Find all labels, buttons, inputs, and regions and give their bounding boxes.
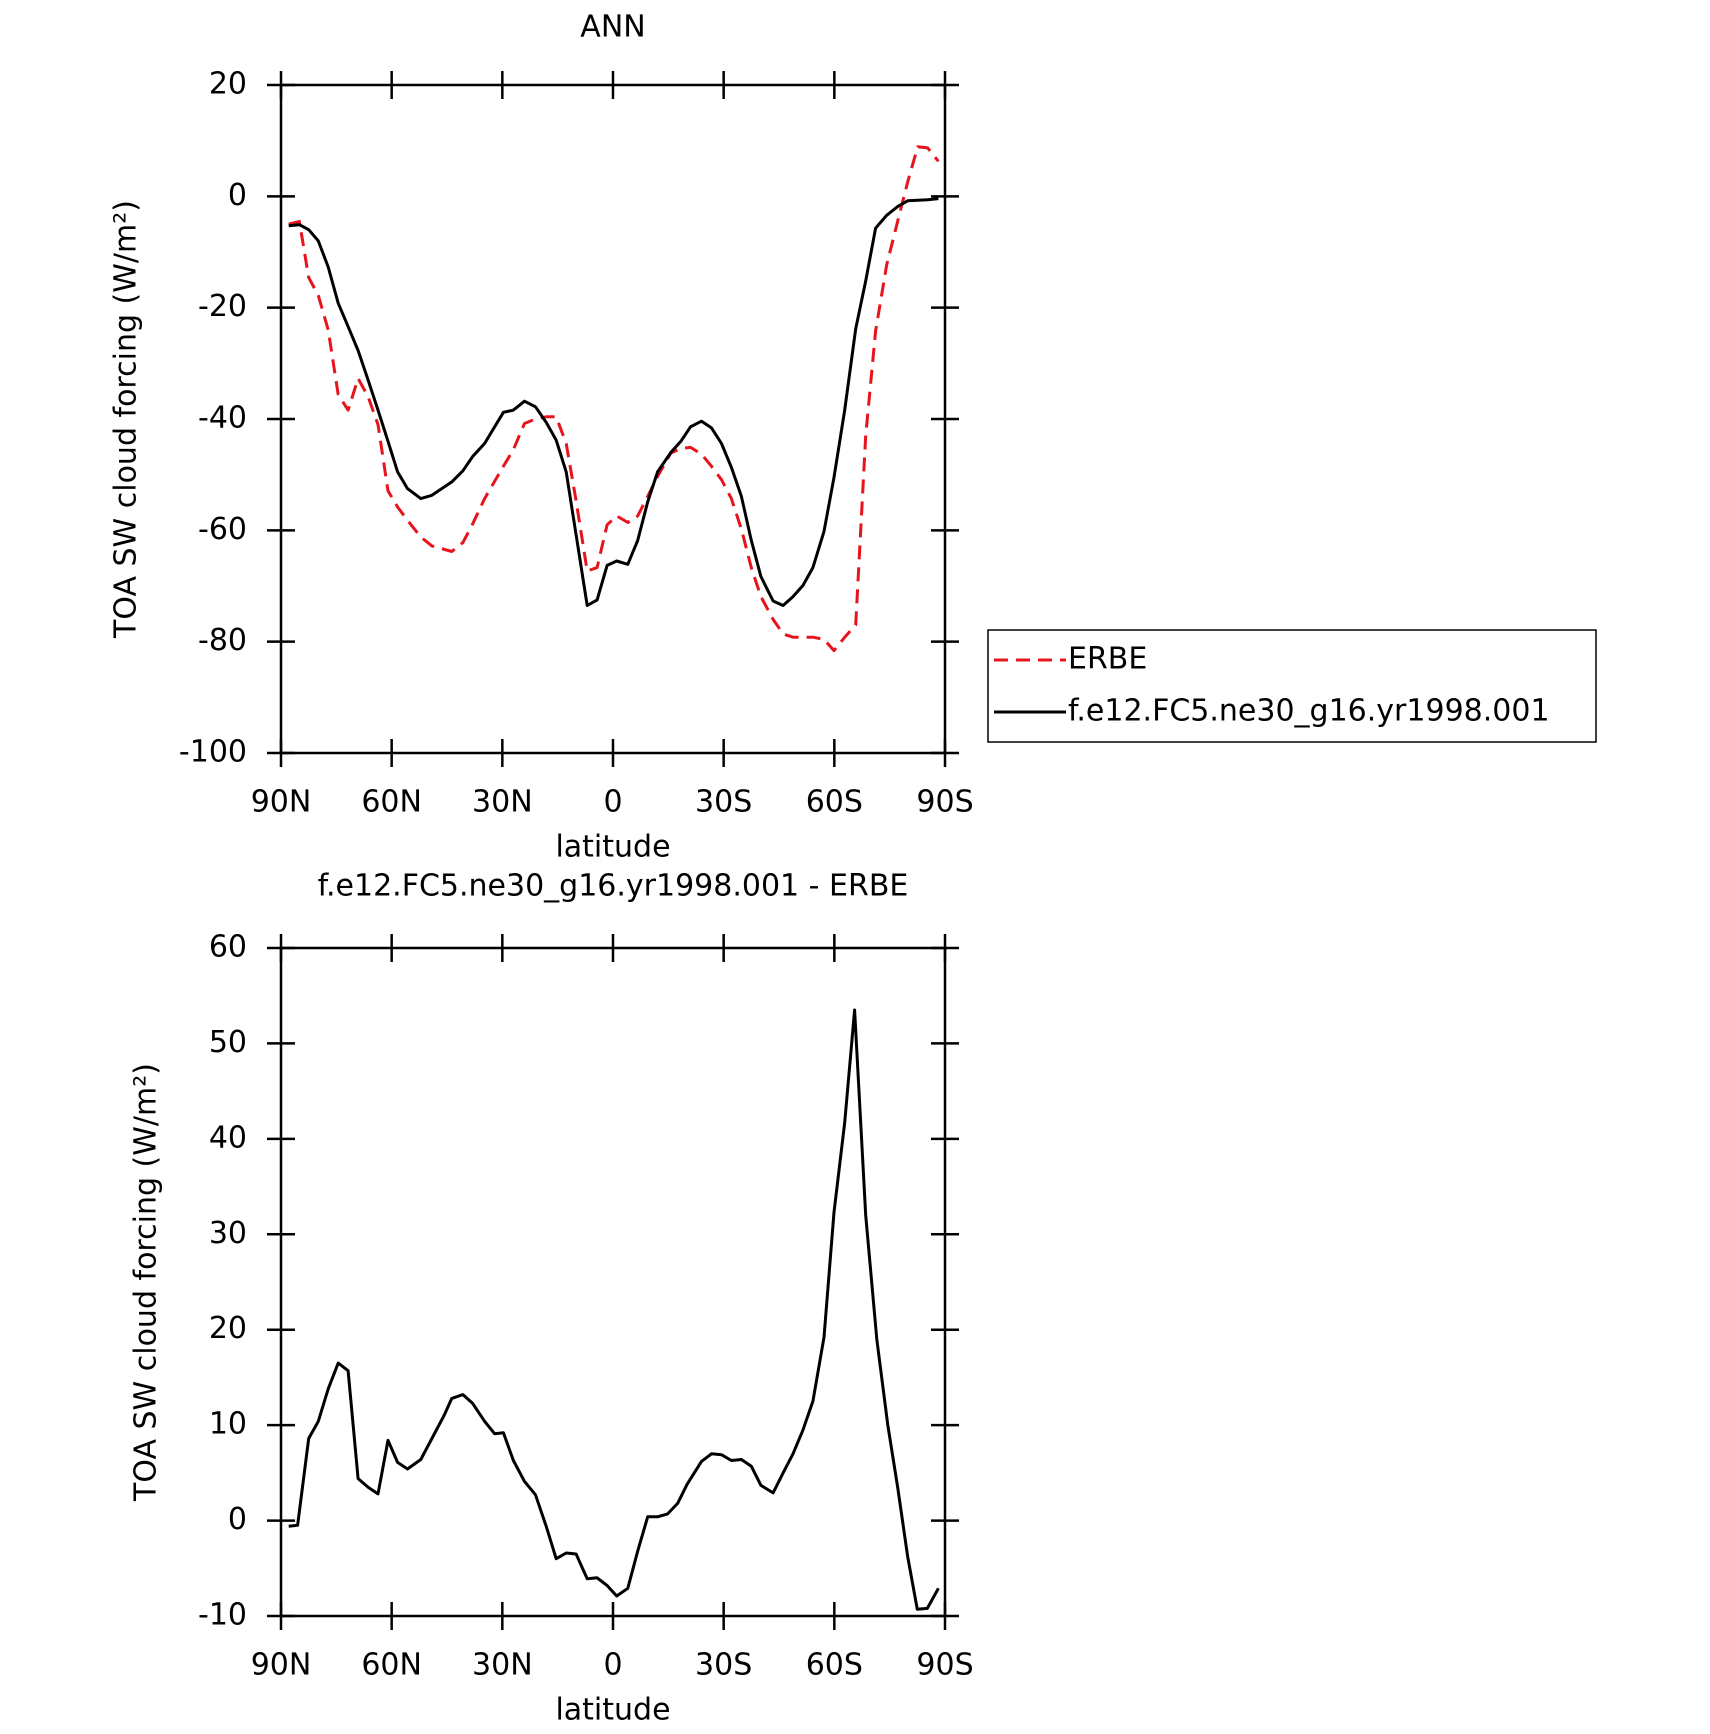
chart-title: f.e12.FC5.ne30_g16.yr1998.001 - ERBE <box>318 869 909 904</box>
x-tick-label: 90S <box>916 1648 973 1683</box>
y-tick-label: 0 <box>228 1502 247 1537</box>
x-tick-label: 60S <box>806 1648 863 1683</box>
y-tick-label: 20 <box>209 67 247 102</box>
y-tick-label: 40 <box>209 1120 247 1155</box>
x-tick-label: 30N <box>472 1648 533 1683</box>
y-tick-label: 10 <box>209 1407 247 1442</box>
chart-title: ANN <box>580 10 645 45</box>
x-tick-label: 0 <box>603 1648 622 1683</box>
x-tick-label: 60N <box>361 785 422 820</box>
x-tick-label: 30S <box>695 785 752 820</box>
plot-frame <box>279 946 947 1618</box>
series-line <box>288 197 939 607</box>
y-tick-label: 20 <box>209 1311 247 1346</box>
y-tick-label: 50 <box>209 1025 247 1060</box>
series-line <box>288 1008 940 1611</box>
y-tick-label: 0 <box>228 178 247 213</box>
x-tick-label: 60S <box>806 785 863 820</box>
x-axis-title: latitude <box>555 1693 670 1728</box>
x-axis-title: latitude <box>555 830 670 865</box>
y-tick-label: -40 <box>198 401 247 436</box>
x-tick-label: 90N <box>251 1648 312 1683</box>
series-line <box>288 145 940 653</box>
x-tick-label: 90S <box>916 785 973 820</box>
x-tick-label: 90N <box>251 785 312 820</box>
y-tick-label: -20 <box>198 289 247 324</box>
y-axis-title: TOA SW cloud forcing (W/m²) <box>109 200 144 639</box>
y-tick-label: -10 <box>198 1598 247 1633</box>
legend-label: ERBE <box>1068 642 1147 677</box>
x-tick-label: 30N <box>472 785 533 820</box>
y-tick-label: -80 <box>198 623 247 658</box>
y-tick-label: -100 <box>179 735 247 770</box>
x-tick-label: 0 <box>603 785 622 820</box>
y-axis-title: TOA SW cloud forcing (W/m²) <box>129 1063 164 1502</box>
y-tick-label: 30 <box>209 1216 247 1251</box>
y-tick-label: 60 <box>209 930 247 965</box>
legend-box <box>987 629 1597 743</box>
y-tick-label: -60 <box>198 512 247 547</box>
x-tick-label: 60N <box>361 1648 422 1683</box>
legend-label: f.e12.FC5.ne30_g16.yr1998.001 <box>1068 694 1550 729</box>
plot-frame <box>279 83 947 755</box>
x-tick-label: 30S <box>695 1648 752 1683</box>
